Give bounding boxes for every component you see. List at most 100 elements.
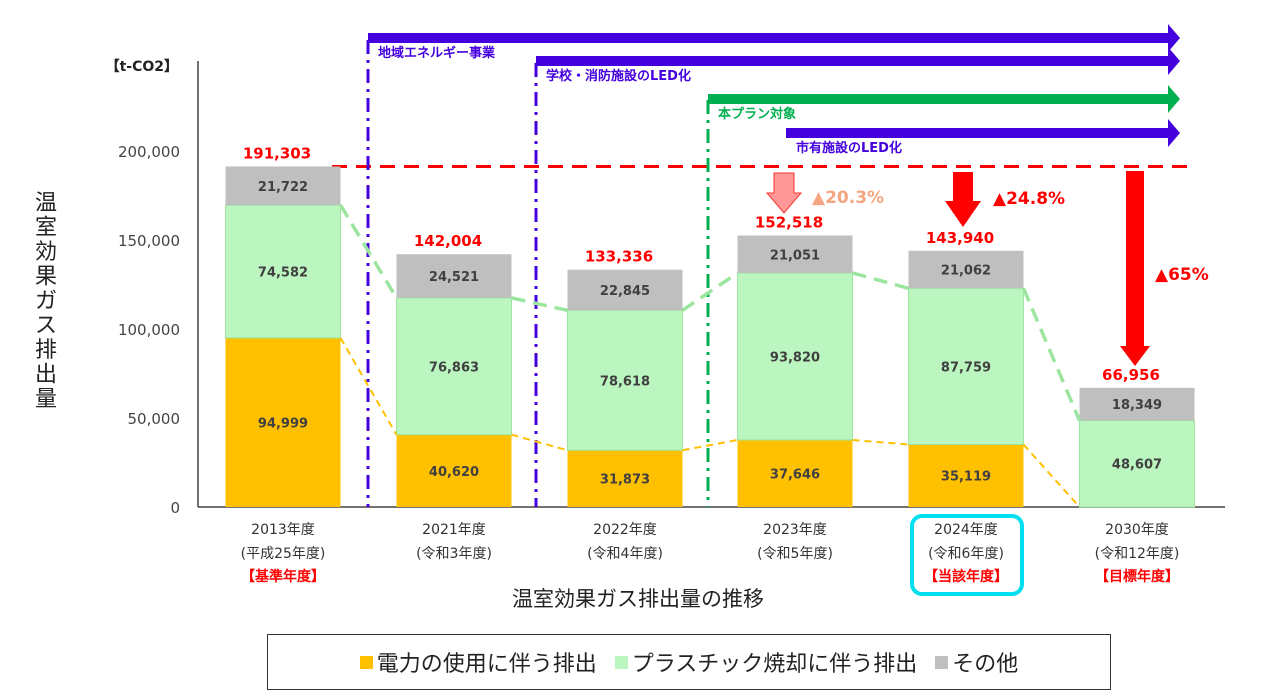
y-axis-title-char: ガ [35, 289, 57, 314]
electricity-trend-line [682, 439, 738, 452]
x-category-era: (令和3年度) [416, 546, 492, 562]
x-category-era: (令和12年度) [1095, 546, 1180, 562]
bar-segment [225, 337, 341, 507]
y-tick-label: 150,000 [118, 232, 180, 250]
y-tick-label: 100,000 [118, 321, 180, 339]
x-category-year: 2030年度 [1105, 522, 1169, 538]
legend-swatch-icon [359, 655, 373, 669]
bar-segment [396, 254, 512, 298]
x-category-tag: 【目標年度】 [1095, 568, 1179, 585]
x-category-era: (令和4年度) [587, 546, 663, 562]
initiative-label: 本プラン対象 [718, 106, 796, 122]
x-category-era: (令和5年度) [757, 546, 833, 562]
segment-value-label: 94,999 [258, 416, 308, 431]
reduction-label: ▲65% [1155, 265, 1209, 285]
segment-value-label: 31,873 [600, 473, 650, 488]
reduction-label: ▲24.8% [993, 189, 1065, 209]
initiative-arrow-shaft [368, 33, 1170, 43]
initiative-label: 地域エネルギー事業 [378, 45, 496, 61]
total-value-label: 152,518 [755, 214, 823, 232]
total-value-label: 191,303 [243, 144, 311, 162]
y-axis-title-char: 排 [35, 338, 57, 363]
x-category-era: (令和6年度) [928, 546, 1004, 562]
bar-segment [396, 297, 512, 436]
plastic-trend-line [511, 296, 568, 313]
reduction-arrow-icon [945, 172, 981, 227]
arrow-head-icon [1168, 24, 1180, 52]
segment-value-label: 18,349 [1112, 398, 1162, 413]
y-axis-title-char: 出 [35, 363, 57, 388]
reduction-label: ▲20.3% [812, 188, 884, 208]
y-axis-title-char: 量 [35, 387, 57, 412]
y-tick-label: 50,000 [128, 410, 181, 428]
plastic-trend-line [852, 271, 909, 290]
legend-item: 電力の使用に伴う排出 [359, 646, 597, 678]
electricity-trend-line [339, 337, 398, 436]
total-value-label: 133,336 [585, 248, 653, 266]
chart-legend: 電力の使用に伴う排出 プラスチック焼却に伴う排出 その他 [267, 634, 1111, 690]
segment-value-label: 78,618 [600, 374, 650, 389]
bar-segment [567, 269, 683, 311]
y-axis-title-char: 効 [35, 240, 57, 265]
segment-value-label: 35,119 [941, 470, 991, 485]
legend-label: 電力の使用に伴う排出 [376, 652, 597, 677]
bar-segment [737, 439, 853, 507]
electricity-trend-line [1022, 443, 1081, 508]
legend-label: その他 [952, 652, 1019, 677]
legend-item: その他 [935, 646, 1018, 678]
x-category-era: (平成25年度) [241, 546, 326, 562]
x-category-year: 2023年度 [763, 522, 827, 538]
y-axis-title-char: 温 [35, 191, 57, 216]
segment-value-label: 74,582 [258, 266, 308, 281]
bar-segment [737, 272, 853, 441]
bar-segment [225, 166, 341, 206]
total-value-label: 142,004 [414, 232, 482, 250]
segment-value-label: 21,062 [941, 264, 991, 279]
legend-label: プラスチック焼却に伴う排出 [631, 652, 918, 677]
arrow-head-icon [1168, 47, 1180, 75]
total-value-label: 143,940 [926, 229, 994, 247]
x-category-year: 2013年度 [251, 522, 315, 538]
segment-value-label: 21,722 [258, 180, 308, 195]
reduction-arrow-icon [1120, 171, 1150, 366]
initiative-label: 市有施設のLED化 [796, 140, 902, 156]
bar-segment [1079, 387, 1195, 421]
arrow-head-icon [1168, 85, 1180, 113]
reduction-arrow-icon [765, 172, 803, 214]
x-category-year: 2024年度 [934, 522, 998, 538]
segment-value-label: 24,521 [429, 270, 479, 285]
y-tick-label: 0 [170, 499, 180, 517]
legend-swatch-icon [614, 655, 628, 669]
segment-value-label: 93,820 [770, 350, 820, 365]
bar-segment [908, 287, 1024, 445]
legend-swatch-icon [935, 655, 949, 669]
current-year-highlight [910, 514, 1024, 596]
electricity-trend-line [852, 438, 909, 446]
y-unit-label: 【t-CO2】 [106, 59, 178, 75]
segment-value-label: 87,759 [941, 360, 991, 375]
y-axis-title-char: 室 [35, 216, 57, 241]
initiative-arrow-shaft [786, 128, 1170, 138]
segment-value-label: 76,863 [429, 360, 479, 375]
plastic-trend-line [681, 271, 739, 312]
x-category-tag: 【基準年度】 [241, 568, 325, 585]
total-value-label: 66,956 [1102, 366, 1160, 384]
legend-item: プラスチック焼却に伴う排出 [614, 646, 918, 678]
initiative-arrow-shaft [536, 56, 1170, 66]
bar-segment [567, 450, 683, 507]
segment-value-label: 37,646 [770, 467, 820, 482]
segment-value-label: 40,620 [429, 465, 479, 480]
bar-segment [908, 444, 1024, 507]
segment-value-label: 48,607 [1112, 458, 1162, 473]
arrow-head-icon [1168, 119, 1180, 147]
y-axis-title-char: 果 [35, 265, 57, 290]
plastic-trend-line [1021, 287, 1082, 422]
initiative-label: 学校・消防施設のLED化 [546, 68, 691, 84]
x-category-year: 2021年度 [422, 522, 486, 538]
bar-segment [1079, 419, 1195, 508]
bar-segment [737, 235, 853, 273]
electricity-trend-line [511, 433, 568, 452]
bar-segment [225, 204, 341, 339]
initiative-arrow-shaft [708, 94, 1170, 104]
